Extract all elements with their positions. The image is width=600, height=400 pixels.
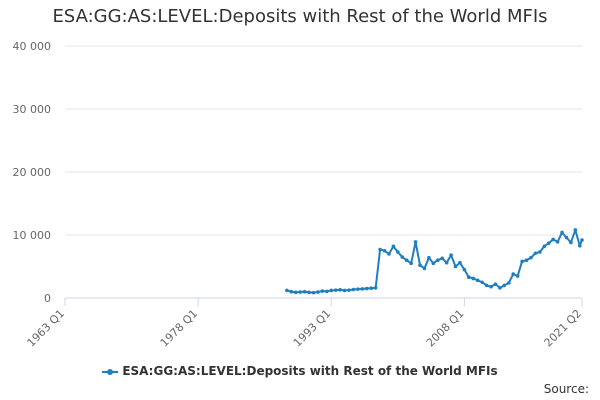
x-tick-label: 2008 Q1	[424, 307, 467, 350]
legend-marker-icon	[102, 368, 119, 375]
x-tick-label: 2021 Q2	[542, 307, 585, 350]
data-point	[311, 290, 316, 295]
data-point	[356, 287, 360, 291]
x-tick-label: 1978 Q1	[158, 307, 201, 350]
data-point	[440, 256, 445, 261]
data-point	[480, 280, 484, 285]
data-point	[502, 283, 507, 288]
data-point	[307, 290, 311, 295]
data-point	[391, 244, 396, 249]
y-tick-label: 0	[44, 292, 51, 305]
data-point	[449, 253, 453, 257]
data-point	[387, 252, 391, 256]
data-point	[453, 264, 458, 269]
chart-title: ESA:GG:AS:LEVEL:Deposits with Rest of th…	[52, 6, 548, 27]
data-point	[413, 240, 418, 244]
data-point	[382, 248, 387, 253]
data-point	[342, 288, 347, 293]
data-point	[431, 261, 436, 266]
data-point	[458, 260, 462, 265]
series-line	[286, 228, 583, 294]
data-point	[462, 267, 467, 272]
data-point	[404, 258, 409, 263]
data-point	[529, 255, 533, 260]
data-point	[409, 261, 413, 266]
data-point	[302, 289, 307, 294]
x-tick-label: 1963 Q1	[25, 307, 68, 350]
data-point	[320, 289, 325, 293]
legend[interactable]: ESA:GG:AS:LEVEL:Deposits with Rest of th…	[0, 364, 600, 378]
axes	[64, 297, 583, 306]
data-point	[564, 235, 569, 240]
data-point	[364, 286, 369, 291]
data-point	[515, 274, 520, 278]
data-point	[493, 282, 498, 286]
data-point	[400, 255, 405, 259]
data-point	[569, 240, 573, 245]
data-point	[373, 286, 378, 290]
data-point	[418, 263, 422, 268]
data-point	[573, 228, 578, 232]
data-point	[524, 258, 529, 263]
data-point	[560, 230, 564, 235]
data-point	[467, 275, 471, 280]
data-point	[360, 287, 365, 291]
data-point	[577, 243, 582, 248]
data-point	[580, 238, 584, 242]
data-point	[511, 272, 516, 276]
data-point	[542, 244, 547, 249]
tick-labels: 0 10 000 20 000 30 000 40 000 1963 Q1 1978 Q1 1…	[13, 40, 585, 349]
legend-label: ESA:GG:AS:LEVEL:Deposits with Rest of th…	[122, 364, 498, 378]
x-tick-label: 1993 Q1	[291, 307, 334, 350]
data-point	[471, 276, 476, 281]
data-point	[396, 250, 400, 254]
y-tick-label: 20 000	[13, 166, 52, 179]
y-tick-label: 40 000	[13, 40, 52, 53]
data-point	[484, 283, 489, 288]
data-point	[533, 251, 538, 256]
data-point	[369, 286, 374, 291]
data-point	[351, 287, 356, 292]
data-point	[378, 247, 382, 252]
data-point	[475, 278, 480, 283]
data-point	[329, 288, 334, 293]
y-tick-label: 10 000	[13, 229, 52, 242]
data-point	[316, 290, 320, 294]
data-point	[498, 286, 502, 290]
data-point	[298, 290, 303, 294]
data-point	[551, 237, 555, 242]
data-point	[325, 289, 329, 294]
y-tick-label: 30 000	[13, 103, 52, 116]
data-point	[347, 288, 351, 292]
data-point	[285, 288, 289, 293]
data-point	[435, 258, 440, 263]
data-point	[333, 288, 338, 292]
data-point	[538, 250, 542, 254]
data-point	[427, 255, 431, 260]
data-point	[444, 260, 449, 265]
data-point	[289, 289, 294, 294]
grid-lines	[65, 45, 582, 236]
data-point	[555, 240, 560, 244]
data-point	[506, 281, 511, 285]
data-point	[338, 288, 342, 292]
series-layer	[285, 228, 584, 295]
data-point	[422, 266, 427, 271]
data-point	[520, 259, 524, 264]
data-point	[293, 290, 298, 295]
source-label: Source:	[543, 382, 589, 396]
data-point	[489, 284, 493, 289]
data-point	[546, 241, 551, 245]
